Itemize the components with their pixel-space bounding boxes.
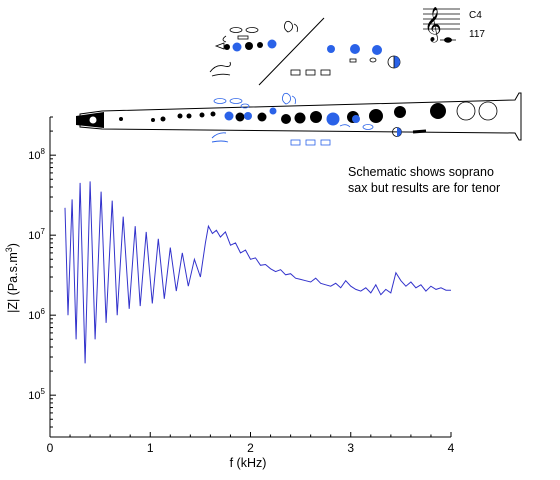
saxophone-body xyxy=(76,92,522,146)
x-tick-label: 0 xyxy=(47,441,54,455)
x-tick-label: 4 xyxy=(448,441,455,455)
y-axis-label: |Z| (Pa.s.m3) xyxy=(4,243,20,313)
x-tick-label: 2 xyxy=(247,441,254,455)
annotation-text: Schematic shows soprano sax but results … xyxy=(348,164,538,196)
annotation-line-2: sax but results are for tenor xyxy=(348,181,501,195)
y-tick-label: 105 xyxy=(28,387,45,402)
y-tick-label: 107 xyxy=(28,227,45,242)
x-ticks: 0 1 2 3 4 xyxy=(47,432,455,455)
impedance-curve-series xyxy=(64,181,451,364)
saxophone-schematic: 𝄞 C4 117 xyxy=(76,7,522,146)
treble-clef-icon: 𝄞 xyxy=(424,7,442,43)
y-ticks: 105 106 107 108 xyxy=(28,116,56,438)
y-tick-label: 108 xyxy=(28,147,45,162)
annotation-line-1: Schematic shows soprano xyxy=(348,165,494,179)
fingering-chart xyxy=(209,17,401,86)
x-tick-label: 1 xyxy=(147,441,154,455)
note-name: C4 xyxy=(469,10,482,21)
x-axis-label: f (kHz) xyxy=(230,456,267,470)
note-number: 117 xyxy=(469,29,485,40)
note-notation: 𝄞 C4 117 xyxy=(423,7,485,43)
y-tick-label: 106 xyxy=(28,307,45,322)
x-tick-label: 3 xyxy=(347,441,354,455)
